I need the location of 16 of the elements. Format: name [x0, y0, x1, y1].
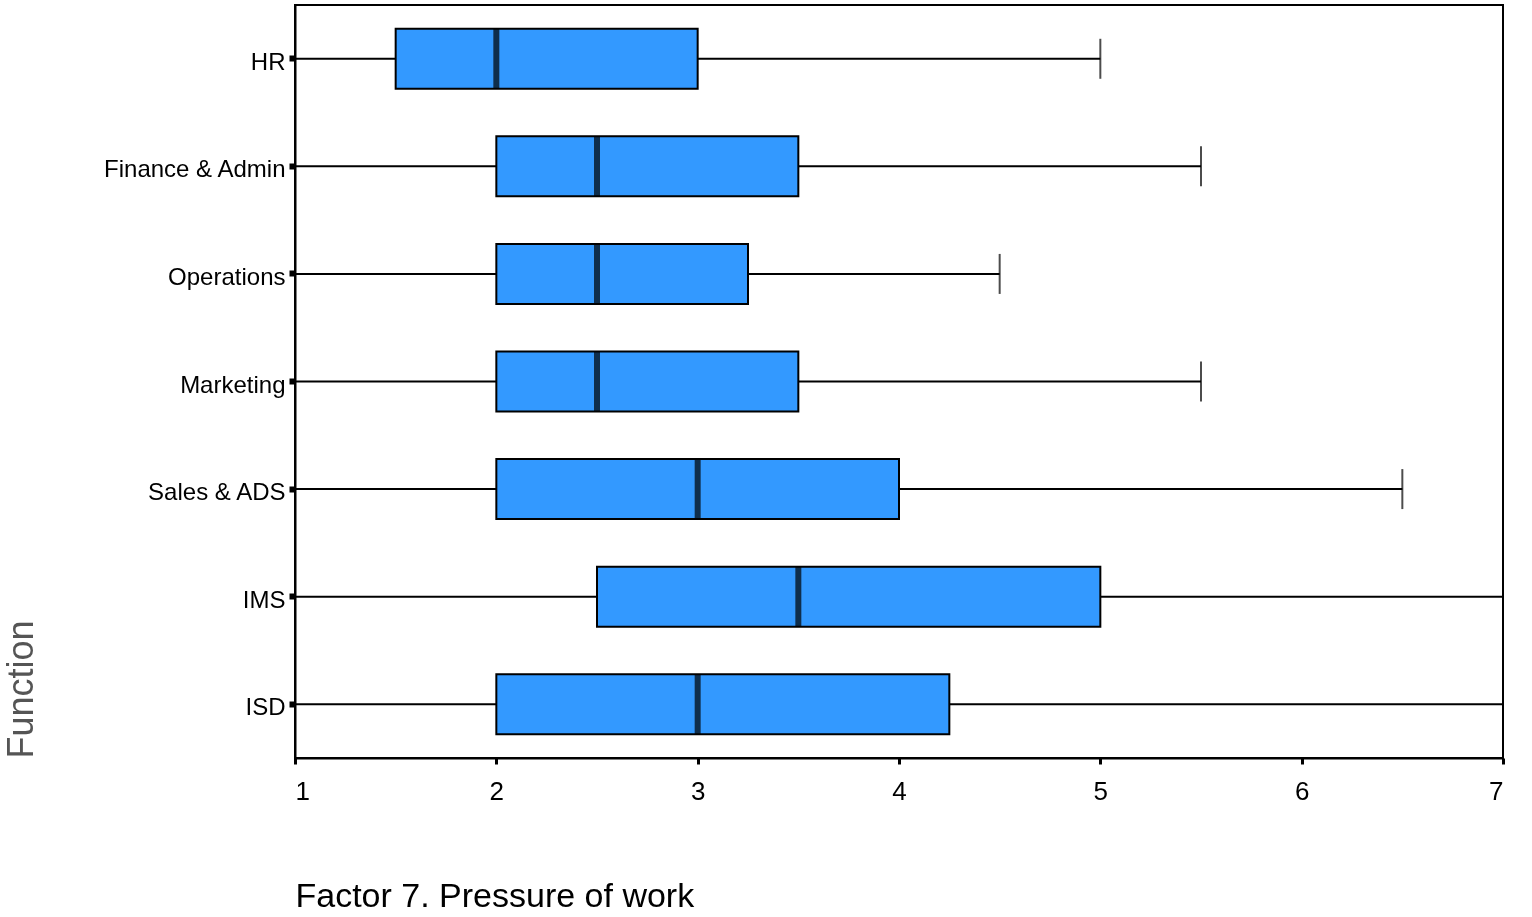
- y-tick-label: Operations: [168, 262, 286, 290]
- x-tick-label: 6: [1294, 775, 1310, 806]
- x-axis-title: Factor 7. Pressure of work: [295, 875, 696, 914]
- y-axis-title: Function: [0, 620, 41, 759]
- y-tick-label: Marketing: [180, 370, 286, 398]
- y-tick-label: IMS: [242, 585, 286, 613]
- x-tick-label: 3: [690, 775, 706, 806]
- y-tick-label: ISD: [245, 693, 286, 721]
- y-tick-label: Finance & Admin: [104, 155, 286, 183]
- x-tick-label: 1: [295, 775, 310, 806]
- x-tick-label: 2: [489, 775, 505, 806]
- y-tick-label: HR: [250, 47, 286, 75]
- y-tick-label: Sales & ADS: [148, 478, 286, 506]
- x-tick-label: 4: [892, 775, 907, 806]
- x-tick-label: 7: [1489, 775, 1504, 806]
- x-tick-label: 5: [1093, 775, 1109, 806]
